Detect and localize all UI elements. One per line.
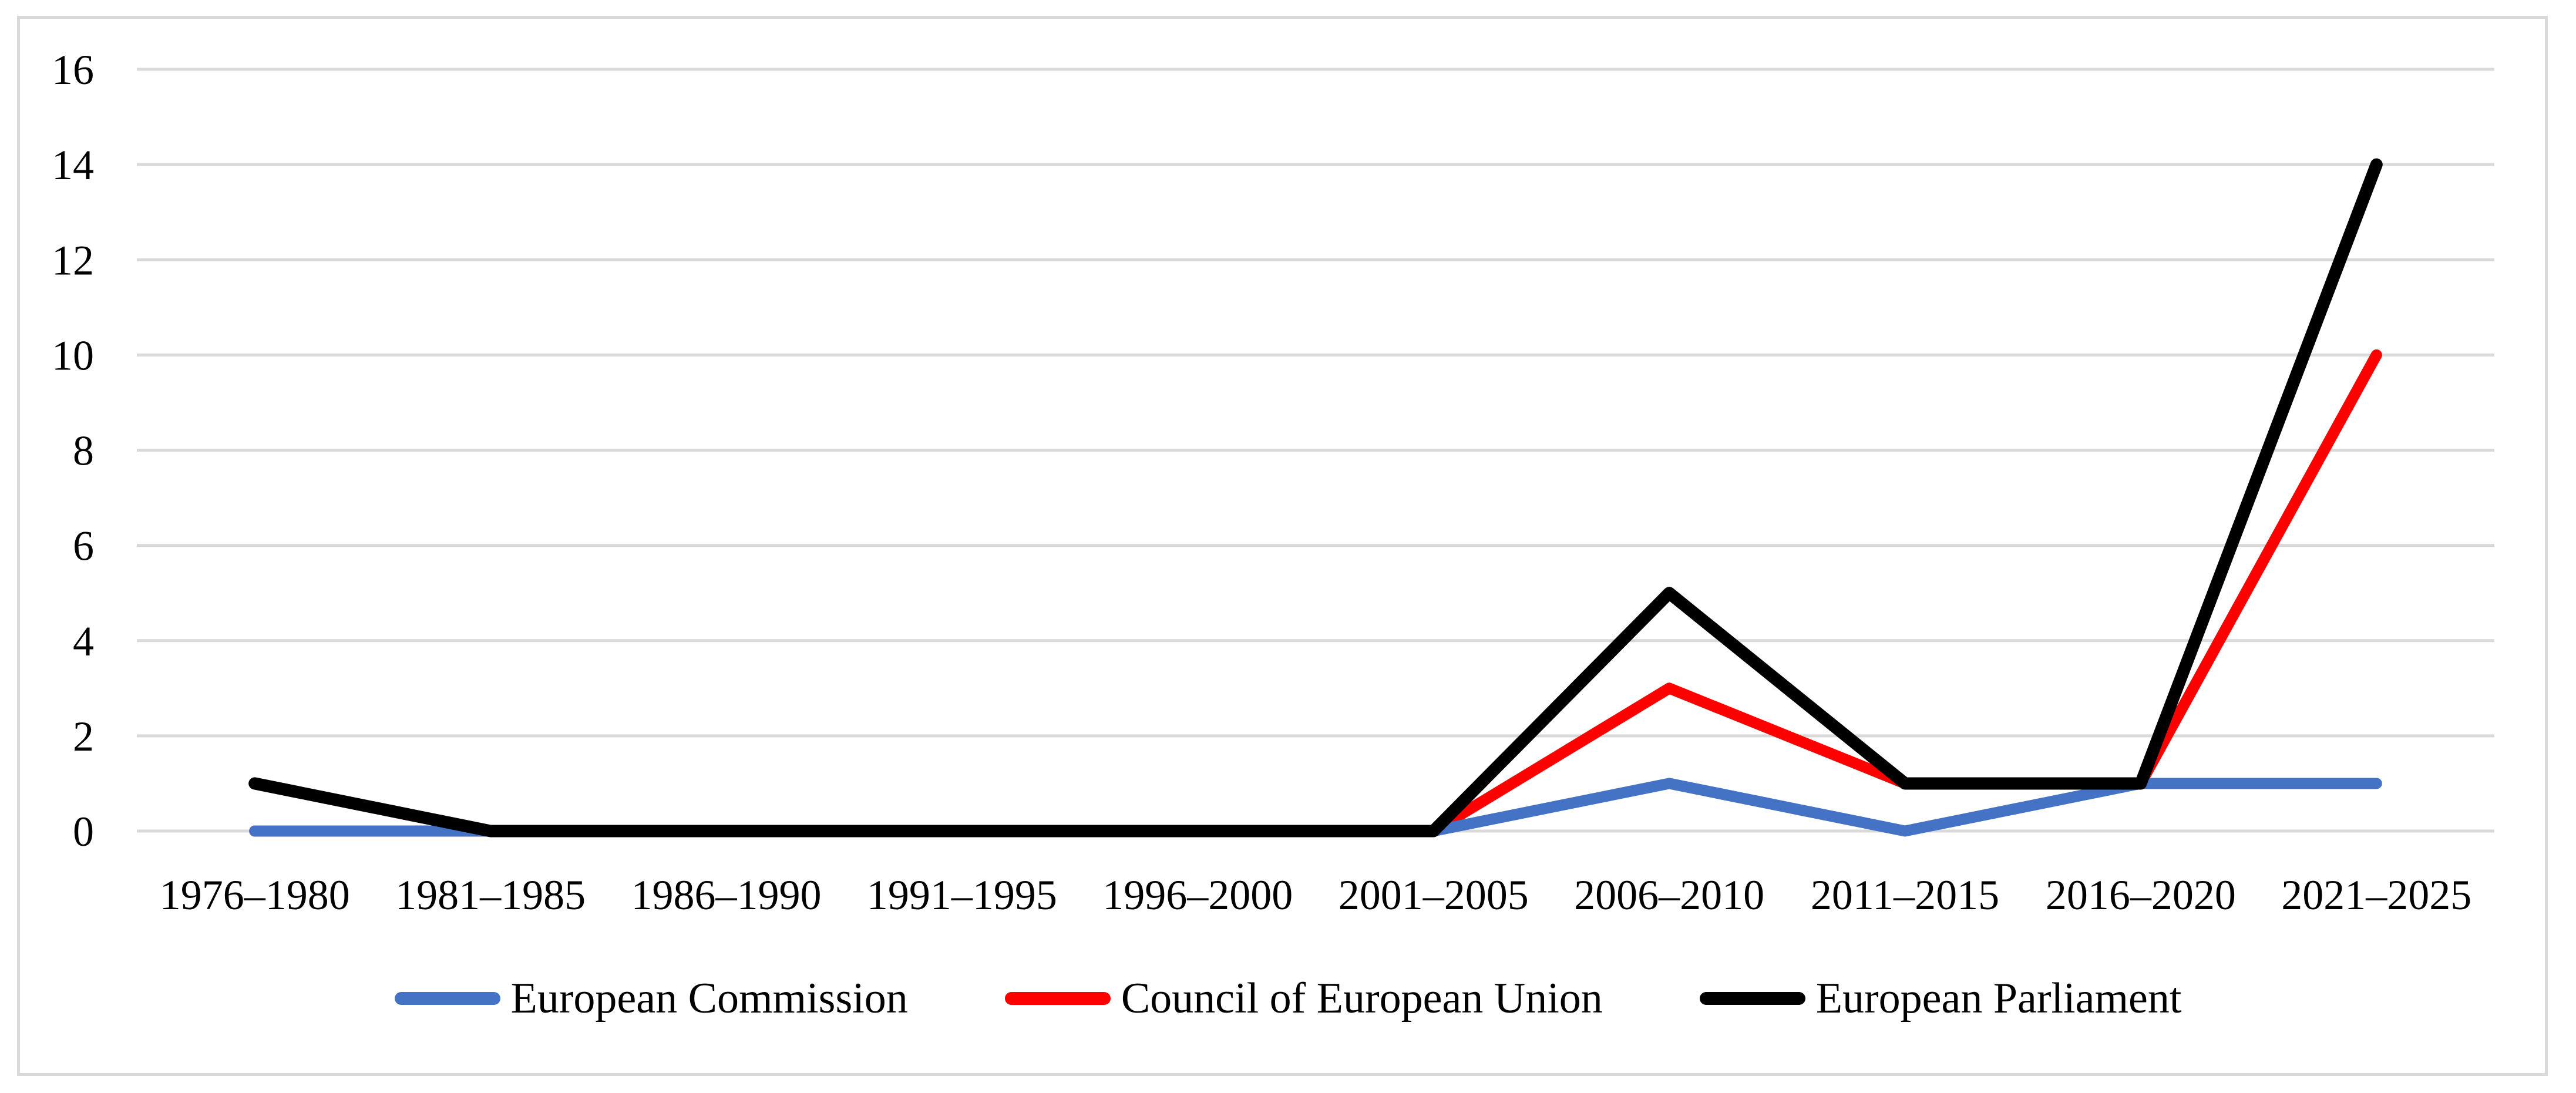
legend-label-european-parliament: European Parliament [1815,974,2182,1023]
x-axis-tick-label: 1986–1990 [631,872,822,919]
legend-label-european-commission: European Commission [510,974,908,1023]
y-axis-tick-label: 16 [52,46,94,93]
legend-item-council-of-european-union: Council of European Union [1004,974,1603,1023]
x-axis-tick-label: 2016–2020 [2046,872,2236,919]
y-axis-tick-label: 12 [52,237,94,284]
x-axis-tick-label: 2006–2010 [1574,872,1764,919]
legend-label-council-of-european-union: Council of European Union [1121,974,1603,1023]
x-axis-tick-label: 1981–1985 [395,872,586,919]
x-axis-tick-label: 2011–2015 [1811,872,1999,919]
y-axis-tick-label: 14 [52,142,94,189]
y-axis-tick-label: 4 [73,618,94,665]
y-axis-tick-label: 8 [73,428,94,475]
legend-item-european-commission: European Commission [394,974,908,1023]
legend-swatch-european-parliament [1699,992,1805,1005]
x-axis-tick-label: 2001–2005 [1339,872,1529,919]
y-axis-tick-label: 6 [73,523,94,570]
legend-item-european-parliament: European Parliament [1699,974,2182,1023]
x-axis-tick-label: 1996–2000 [1102,872,1293,919]
series-line-council-of-european-union [249,349,2382,837]
y-axis-tick-label: 0 [73,808,94,855]
y-axis-tick-label: 10 [52,332,94,379]
series-line-european-parliament [248,158,2383,838]
x-axis-tick-label: 2021–2025 [2281,872,2471,919]
x-axis-tick-label: 1976–1980 [160,872,350,919]
x-axis-tick-label: 1991–1995 [867,872,1057,919]
legend: European Commission Council of European … [0,970,2576,1027]
y-axis-tick-label: 2 [73,713,94,760]
legend-swatch-council-of-european-union [1004,992,1111,1005]
legend-swatch-european-commission [394,992,500,1005]
series-line-european-commission [249,778,2382,837]
